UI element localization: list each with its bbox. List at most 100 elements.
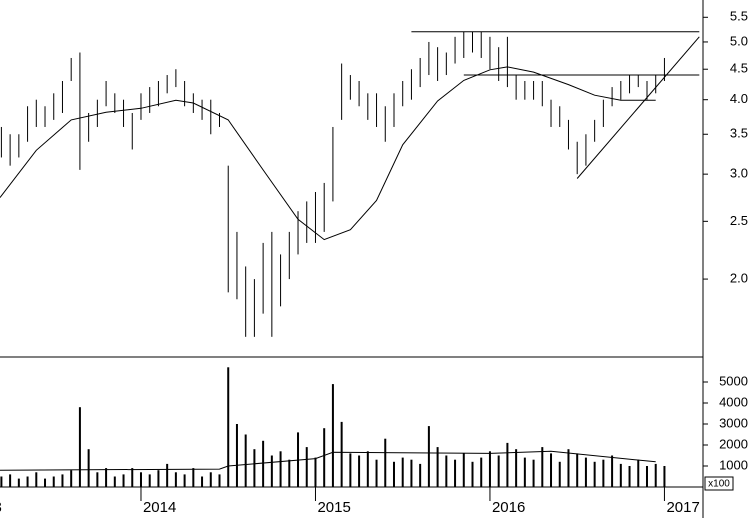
unit-label: x100: [708, 479, 730, 490]
volume-bar: [35, 472, 38, 487]
volume-bar: [436, 447, 439, 487]
volume-bar: [305, 447, 308, 487]
trend-line: [576, 36, 700, 179]
volume-bar: [201, 476, 204, 487]
volume-bar: [541, 447, 544, 487]
volume-bar: [166, 463, 169, 487]
volume-bar: [70, 470, 73, 487]
volume-bar: [174, 472, 177, 487]
moving-average: [0, 450, 656, 471]
volume-bar: [131, 468, 134, 487]
moving-average: [0, 66, 656, 241]
volume-bar: [113, 476, 116, 487]
volume-bar: [183, 474, 186, 487]
volume-bar: [384, 438, 387, 487]
volume-bar: [488, 451, 491, 487]
volume-bar: [663, 465, 666, 487]
volume-bar: [567, 449, 570, 487]
volume-bar: [410, 459, 413, 487]
volume-bar: [288, 459, 291, 487]
volume-bar: [366, 451, 369, 487]
volume-bar: [157, 470, 160, 487]
volume-bar: [139, 472, 142, 487]
volume-bar: [279, 451, 282, 487]
volume-bar: [192, 468, 195, 487]
volume-bar: [9, 474, 12, 487]
volume-bar: [576, 453, 579, 487]
y-tick-label: 4.0: [730, 91, 748, 106]
volume-bar: [331, 384, 334, 487]
volume-bar: [419, 463, 422, 487]
volume-bar: [105, 468, 108, 487]
volume-bar: [358, 455, 361, 487]
y-tick-label: 3000: [719, 415, 748, 430]
y-tick-label: 4.5: [730, 61, 748, 76]
volume-bar: [619, 463, 622, 487]
volume-bar: [270, 455, 273, 487]
volume-bar: [654, 463, 657, 487]
volume-bar: [96, 472, 99, 487]
volume-bar: [637, 459, 640, 487]
volume-bar: [628, 465, 631, 487]
volume-bar: [392, 461, 395, 487]
volume-bar: [44, 478, 47, 487]
volume-bar: [584, 457, 587, 487]
volume-bar: [506, 442, 509, 487]
volume-bar: [645, 465, 648, 487]
volume-bar: [558, 461, 561, 487]
volume-bar: [349, 453, 352, 487]
volume-bar: [209, 472, 212, 487]
y-tick-label: 4000: [719, 394, 748, 409]
volume-bar: [0, 476, 3, 487]
volume-bar: [78, 407, 81, 487]
y-tick-label: 3.5: [730, 126, 748, 141]
volume-bar: [87, 449, 90, 487]
volume-bar: [122, 474, 125, 487]
y-tick-label: 2000: [719, 436, 748, 451]
y-tick-label: 5.0: [730, 33, 748, 48]
volume-bar: [61, 474, 64, 487]
y-tick-label: 2.5: [730, 213, 748, 228]
volume-bar: [445, 455, 448, 487]
volume-bar: [253, 449, 256, 487]
volume-bar: [427, 426, 430, 487]
volume-bar: [314, 457, 317, 487]
volume-bar: [26, 476, 29, 487]
x-tick-label: 2014: [143, 499, 176, 516]
volume-bar: [235, 423, 238, 487]
volume-bar: [602, 459, 605, 487]
y-tick-label: 1000: [719, 457, 748, 472]
y-tick-label: 5000: [719, 373, 748, 388]
volume-bar: [480, 457, 483, 487]
volume-bar: [244, 434, 247, 487]
y-tick-label: 2.0: [730, 271, 748, 286]
y-tick-label: 5.5: [730, 9, 748, 24]
volume-bar: [593, 461, 596, 487]
x-tick-label: 2015: [317, 499, 350, 516]
unit-box: [704, 476, 734, 491]
volume-bar: [550, 453, 553, 487]
volume-bar: [471, 461, 474, 487]
volume-bar: [375, 459, 378, 487]
x-tick-label: 2013: [0, 499, 2, 516]
volume-bar: [497, 455, 500, 487]
volume-bar: [218, 474, 221, 487]
volume-bar: [515, 449, 518, 487]
y-tick-label: 3.0: [730, 166, 748, 181]
volume-bar: [532, 459, 535, 487]
volume-bar: [227, 367, 230, 487]
volume-bar: [454, 459, 457, 487]
volume-bar: [523, 457, 526, 487]
volume-bar: [262, 440, 265, 487]
volume-bar: [340, 421, 343, 487]
volume-bar: [462, 453, 465, 487]
volume-bar: [148, 474, 151, 487]
x-tick-label: 2017: [666, 499, 699, 516]
volume-bar: [611, 455, 614, 487]
volume-bar: [323, 428, 326, 487]
volume-bar: [401, 457, 404, 487]
volume-bar: [52, 476, 55, 487]
volume-bar: [17, 478, 20, 487]
x-tick-label: 2016: [492, 499, 525, 516]
